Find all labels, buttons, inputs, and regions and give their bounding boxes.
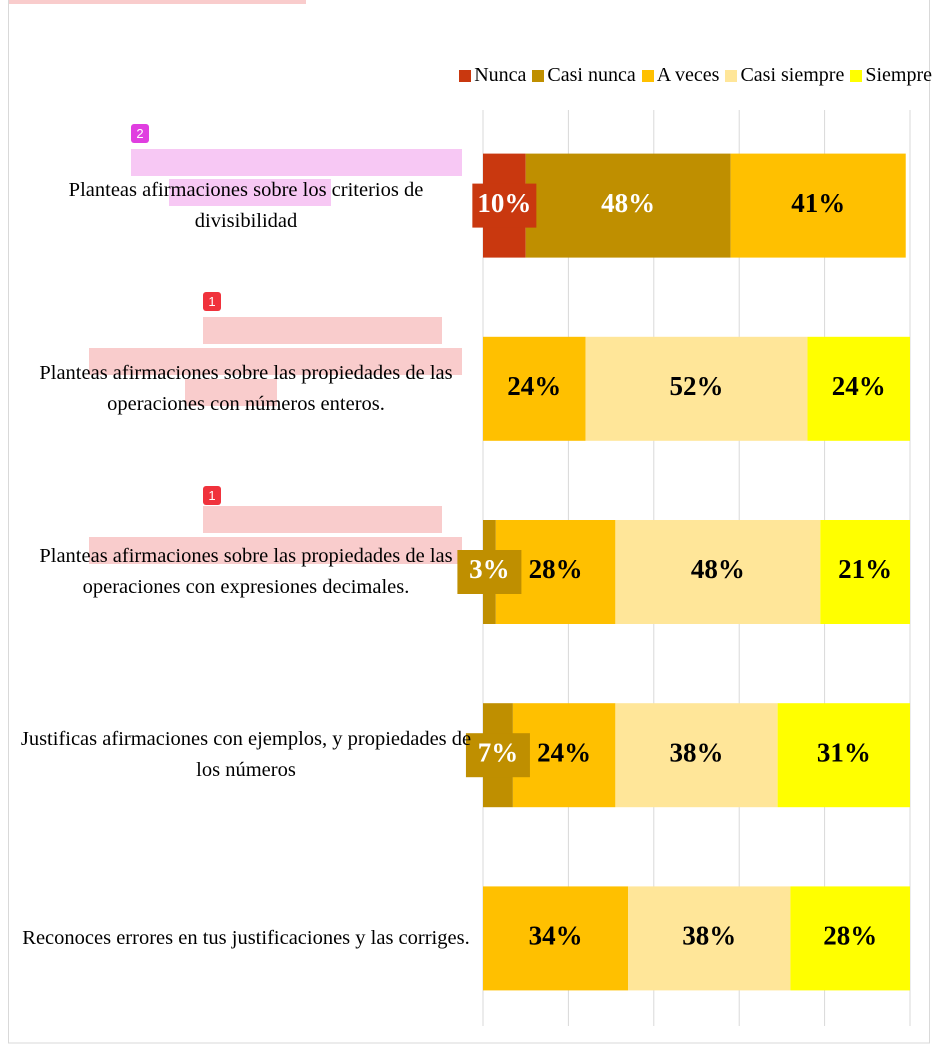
category-label-box: Planteas afirmaciones sobre las propieda…	[18, 319, 474, 459]
legend: Nunca Casi nunca A veces Casi siempre Siempr…	[459, 64, 932, 87]
highlight	[131, 149, 462, 176]
bar-segment	[585, 336, 808, 441]
category-label: Reconoces errores en tus justificaciones…	[22, 926, 470, 949]
bar-segment	[483, 336, 586, 441]
legend-marker	[850, 69, 863, 82]
data-label: 10%	[477, 188, 531, 218]
data-label: 38%	[682, 921, 736, 951]
bar-segment	[483, 886, 629, 991]
data-label: 24%	[832, 371, 886, 401]
chart-border	[8, 0, 930, 1044]
bar-segment	[615, 520, 821, 624]
data-label: 38%	[670, 737, 724, 767]
legend-item: Casi nunca	[532, 64, 636, 87]
bar-segment	[807, 336, 910, 441]
data-label-box	[465, 733, 530, 778]
data-label: 3%	[469, 554, 510, 584]
data-label: 48%	[601, 188, 655, 218]
legend-label: Casi siempre	[740, 64, 845, 86]
data-label: 21%	[838, 554, 892, 584]
legend-item: Siempre	[850, 64, 932, 87]
category-label-box: Planteas afirmaciones sobre las propieda…	[18, 502, 474, 642]
legend-marker	[641, 69, 654, 82]
bar-segment	[525, 153, 731, 258]
highlight	[169, 179, 331, 206]
category-label: Planteas afirmaciones sobre las propieda…	[39, 361, 453, 415]
legend-item: Nunca	[459, 64, 526, 87]
legend-label: Casi nunca	[547, 64, 636, 86]
bar-segment	[777, 703, 910, 808]
data-label: 34%	[529, 921, 583, 951]
bar-segment	[730, 153, 906, 258]
highlight	[203, 317, 442, 344]
bar-segment	[615, 703, 778, 808]
data-label: 48%	[691, 554, 745, 584]
category-label: Planteas afirmaciones sobre los criterio…	[68, 178, 424, 232]
bar-segment	[628, 886, 791, 991]
legend-marker	[725, 69, 738, 82]
highlight	[185, 379, 277, 406]
annotation-badge: 1	[203, 292, 221, 311]
data-label: 52%	[670, 371, 724, 401]
annotation-badge: 1	[203, 486, 221, 505]
data-label: 31%	[817, 737, 871, 767]
legend-item: Casi siempre	[725, 64, 844, 87]
data-label-box	[457, 550, 522, 594]
highlight	[8, 0, 306, 4]
legend-marker	[459, 69, 472, 82]
data-label: 24%	[507, 371, 561, 401]
data-label: 41%	[791, 188, 845, 218]
category-label-box: Planteas afirmaciones sobre los criterio…	[18, 136, 474, 276]
legend-label: A veces	[656, 64, 720, 86]
annotation-badge: 2	[131, 124, 149, 143]
data-label: 28%	[823, 921, 877, 951]
bar-segment	[820, 520, 910, 624]
category-label: Justificas afirmaciones con ejemplos, y …	[20, 728, 472, 782]
bar-segment	[790, 886, 910, 991]
data-label-box	[472, 183, 537, 228]
data-label: 7%	[478, 737, 519, 767]
legend-label: Siempre	[865, 64, 932, 86]
category-label-box: Reconoces errores en tus justificaciones…	[18, 868, 474, 1008]
legend-item: A veces	[641, 64, 720, 87]
data-label: 24%	[537, 737, 591, 767]
highlight	[89, 348, 462, 375]
legend-label: Nunca	[474, 64, 527, 86]
category-label: Planteas afirmaciones sobre las propieda…	[39, 545, 453, 598]
category-label-box: Justificas afirmaciones con ejemplos, y …	[18, 685, 474, 825]
data-label: 28%	[529, 554, 583, 584]
highlight	[89, 537, 462, 564]
bar-segment	[512, 703, 616, 808]
highlight	[203, 506, 442, 533]
legend-marker	[532, 69, 545, 82]
